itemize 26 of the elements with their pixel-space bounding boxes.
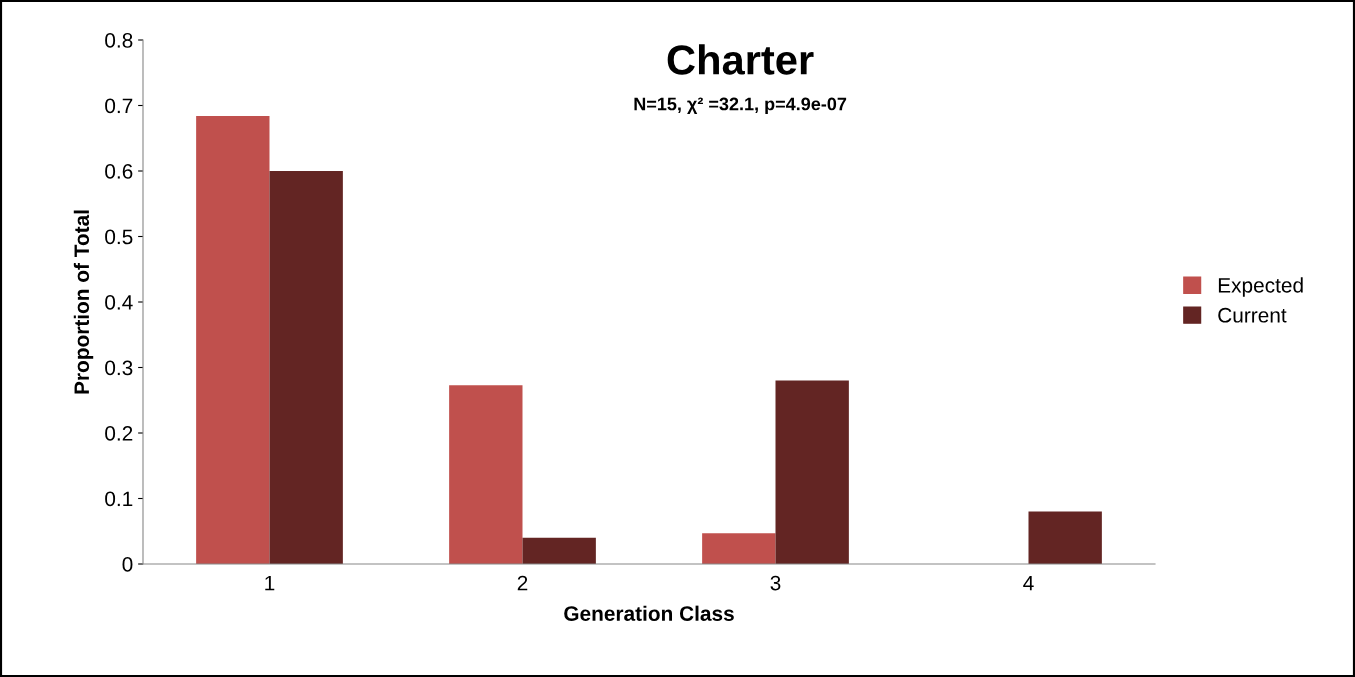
bar xyxy=(1028,511,1102,564)
y-tick-label: 0 xyxy=(122,557,133,572)
bar xyxy=(449,385,523,564)
y-tick-label: 0.8 xyxy=(105,33,133,48)
y-tick-label: 0.2 xyxy=(105,426,133,441)
legend-label: Current xyxy=(1218,307,1287,323)
bar xyxy=(196,115,270,564)
bar xyxy=(775,380,849,564)
x-tick-label: 3 xyxy=(770,575,781,591)
y-tick-label: 0.7 xyxy=(105,98,133,114)
bar xyxy=(522,537,596,564)
x-tick-label: 1 xyxy=(265,575,275,591)
legend-label: Expected xyxy=(1218,277,1303,297)
x-tick-label: 2 xyxy=(517,575,528,591)
bar xyxy=(269,171,343,564)
y-tick-label: 0.3 xyxy=(105,360,133,376)
bar xyxy=(702,533,776,564)
y-tick-label: 0.5 xyxy=(105,229,133,245)
y-tick-label: 0.6 xyxy=(105,164,133,179)
y-tick-label: 0.4 xyxy=(105,295,133,310)
x-axis-title: Generation Class xyxy=(564,605,734,621)
x-tick-label: 4 xyxy=(1023,575,1034,591)
text: N=15, χ² =32.1, p=4.9e-07 xyxy=(634,97,847,114)
y-axis-title: Proportion of Total xyxy=(73,210,94,394)
chart-title: Charter xyxy=(667,44,814,75)
y-tick-label: 0.1 xyxy=(105,491,133,507)
